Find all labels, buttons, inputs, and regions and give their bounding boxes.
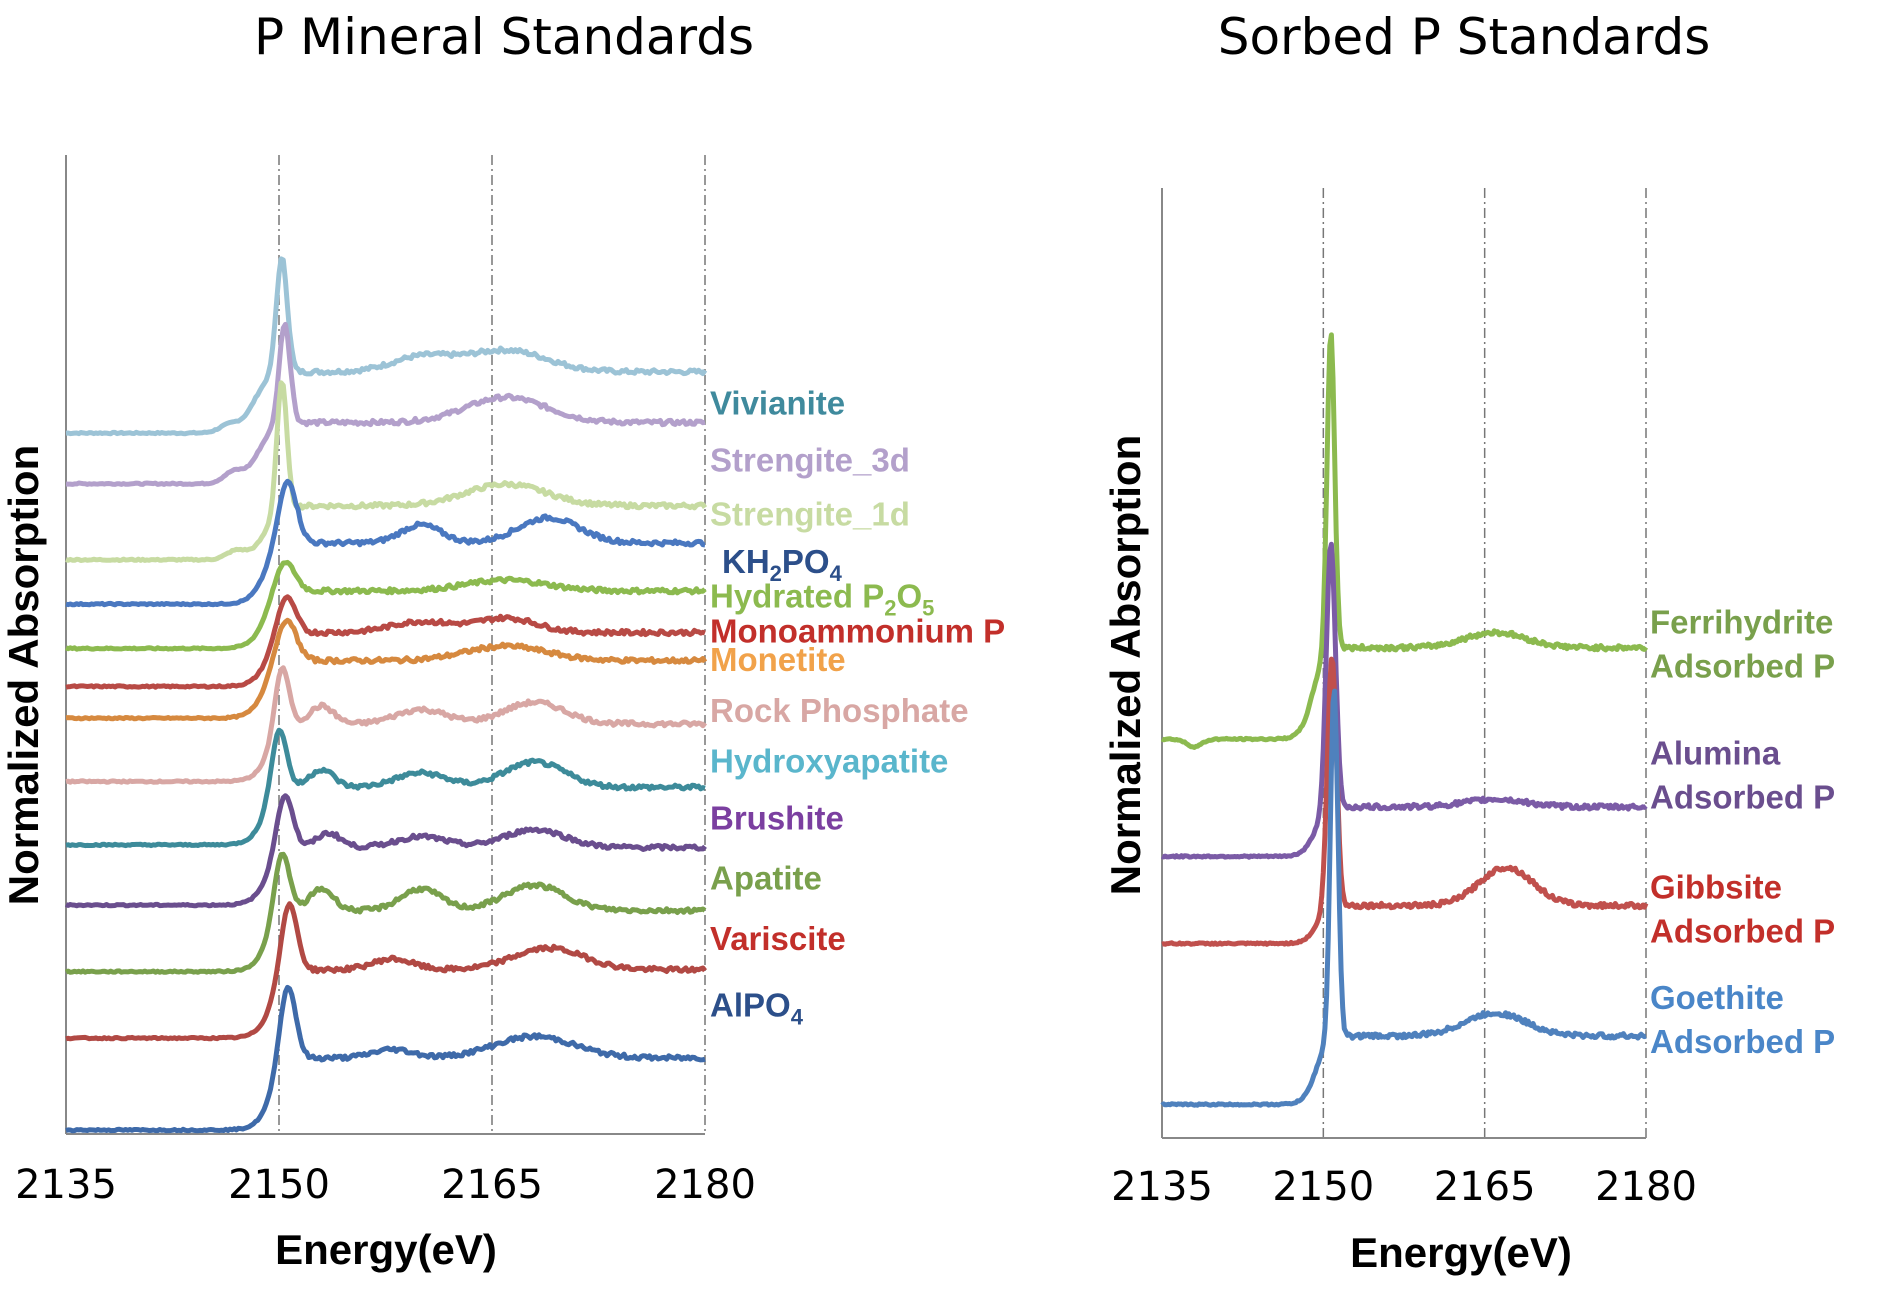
x-tick-labels: 2135 2150 2165 2180 <box>15 1162 756 1208</box>
panel-sorbed-standards: Sorbed P Standards 2135 2150 2165 2180 Ferr… <box>1102 8 1835 1276</box>
gridlines <box>1322 188 1647 1138</box>
series-line <box>65 727 706 849</box>
x-tick-label: 2150 <box>1272 1164 1374 1210</box>
series-label: Hydroxyapatite <box>710 742 948 779</box>
series-label: Gibbsite <box>1650 868 1782 905</box>
series-label: Strengite_1d <box>710 495 910 532</box>
series-lines <box>64 256 708 1134</box>
series-line <box>1160 541 1648 860</box>
panel-title: P Mineral Standards <box>254 8 754 66</box>
series-label: Goethite <box>1650 979 1784 1016</box>
series-line <box>65 256 708 437</box>
x-tick-labels: 2135 2150 2165 2180 <box>1111 1164 1697 1210</box>
series-label: Adsorbed P <box>1650 912 1835 949</box>
series-line <box>1161 656 1649 947</box>
series-line <box>65 984 706 1134</box>
series-line <box>65 617 708 722</box>
series-lines <box>1160 332 1649 1108</box>
series-line <box>1160 688 1647 1108</box>
series-label: Variscite <box>710 920 846 957</box>
series-label: Monetite <box>710 641 846 678</box>
x-axis-label: Energy(eV) <box>1350 1229 1572 1276</box>
x-tick-label: 2135 <box>1111 1164 1213 1210</box>
series-line <box>64 851 707 975</box>
x-tick-label: 2150 <box>228 1162 330 1208</box>
series-label: Apatite <box>710 860 822 897</box>
series-label: Adsorbed P <box>1650 648 1835 685</box>
series-label: Hydrated P2O5 <box>710 578 934 621</box>
series-label: Adsorbed P <box>1650 1023 1835 1060</box>
panel-title: Sorbed P Standards <box>1218 8 1711 66</box>
series-label: AlPO4 <box>710 986 804 1029</box>
x-tick-label: 2135 <box>15 1162 117 1208</box>
series-labels: Ferrihydrite Adsorbed P Alumina Adsorbed P G… <box>1650 604 1835 1060</box>
series-label: Monoammonium P <box>710 613 1005 650</box>
series-label: KH2PO4 <box>722 543 843 586</box>
series-line <box>65 478 706 608</box>
series-line <box>65 380 708 563</box>
series-label: Vivianite <box>710 384 845 421</box>
series-line <box>65 665 707 785</box>
series-line <box>65 594 706 690</box>
x-tick-label: 2180 <box>654 1162 756 1208</box>
series-label: Brushite <box>710 799 844 836</box>
panel-mineral-standards: P Mineral Standards 2135 2150 2165 2180 Viv… <box>0 8 1005 1273</box>
series-line <box>1160 332 1649 750</box>
series-label: Ferrihydrite <box>1650 604 1833 641</box>
series-label: Alumina <box>1650 734 1781 771</box>
x-axis-label: Energy(eV) <box>275 1226 497 1273</box>
series-line <box>65 793 707 909</box>
y-axis-label: Normalized Absorption <box>1102 435 1149 895</box>
series-label: Strengite_3d <box>710 441 910 478</box>
series-labels: VivianiteStrengite_3dStrengite_1dKH2PO4H… <box>710 384 1005 1029</box>
series-label: Adsorbed P <box>1650 778 1835 815</box>
x-tick-label: 2165 <box>441 1162 543 1208</box>
series-line <box>65 321 706 487</box>
x-tick-label: 2180 <box>1595 1164 1697 1210</box>
series-line <box>65 559 707 652</box>
series-line <box>65 901 707 1042</box>
y-axis-label: Normalized Absorption <box>0 445 47 905</box>
x-tick-label: 2165 <box>1434 1164 1536 1210</box>
series-label: Rock Phosphate <box>710 692 969 729</box>
